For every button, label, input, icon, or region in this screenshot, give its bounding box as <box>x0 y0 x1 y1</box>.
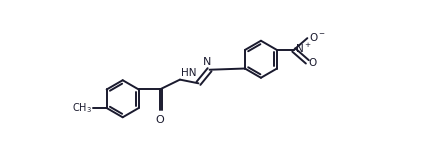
Text: N$^+$: N$^+$ <box>294 42 311 55</box>
Text: O: O <box>155 115 164 125</box>
Text: N: N <box>202 57 211 67</box>
Text: CH$_3$: CH$_3$ <box>72 101 92 115</box>
Text: O: O <box>309 58 317 68</box>
Text: HN: HN <box>181 68 197 78</box>
Text: O$^-$: O$^-$ <box>309 31 326 43</box>
